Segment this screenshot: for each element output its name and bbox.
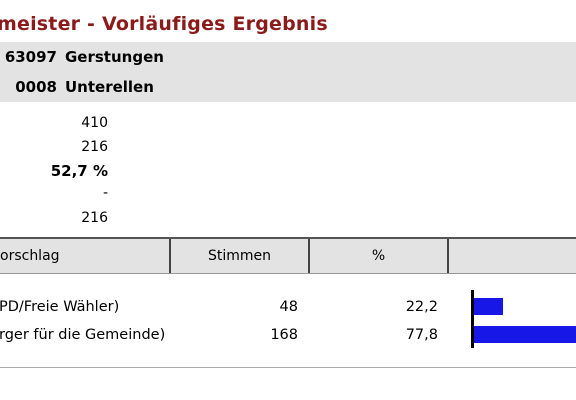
municipality-code: 63097 xyxy=(4,48,57,66)
column-divider xyxy=(169,239,171,273)
bar-axis xyxy=(471,290,474,348)
column-header-percent: % xyxy=(371,248,386,264)
location-band: 63097 Gerstungen 0008 Unterellen xyxy=(0,42,576,102)
summary-value-turnout: 52,7 % xyxy=(50,162,108,180)
candidate-name: PD/Freie Wähler) xyxy=(0,299,120,315)
summary-value: - xyxy=(102,185,108,201)
summary-value: 410 xyxy=(81,115,108,131)
table-bottom-border xyxy=(0,367,576,368)
candidate-votes: 48 xyxy=(279,299,298,315)
candidate-percent: 22,2 xyxy=(405,299,438,315)
candidate-votes: 168 xyxy=(270,327,298,343)
candidate-name: rger für die Gemeinde) xyxy=(0,327,166,343)
district-name: Unterellen xyxy=(65,78,154,96)
column-header-proposal: orschlag xyxy=(0,248,60,264)
summary-value: 216 xyxy=(81,139,108,155)
result-bar xyxy=(474,326,576,343)
candidate-percent: 77,8 xyxy=(405,327,438,343)
results-table-header: orschlag Stimmen % xyxy=(0,237,576,274)
summary-value: 216 xyxy=(81,210,108,226)
page-title: meister - Vorläufiges Ergebnis xyxy=(0,13,328,35)
column-divider xyxy=(447,239,449,273)
district-code: 0008 xyxy=(15,78,57,96)
column-header-votes: Stimmen xyxy=(207,248,272,264)
column-divider xyxy=(308,239,310,273)
municipality-name: Gerstungen xyxy=(65,48,164,66)
result-bar xyxy=(474,298,503,315)
